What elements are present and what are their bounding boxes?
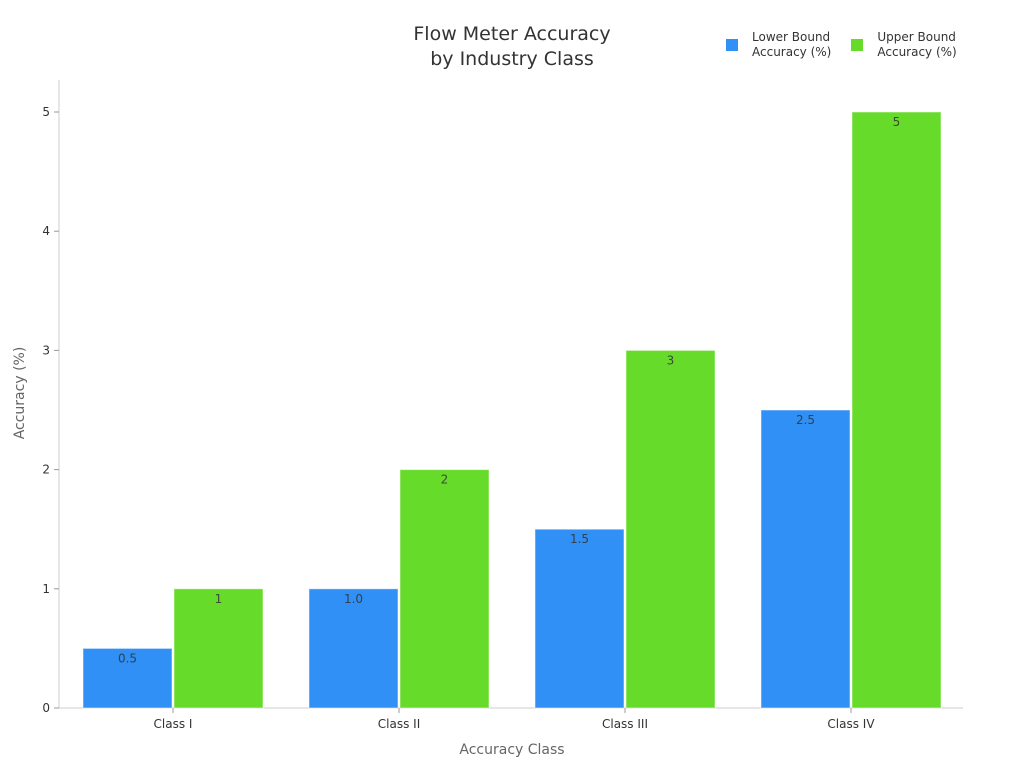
bar[interactable] xyxy=(534,528,625,709)
bar-value-label: 5 xyxy=(893,115,901,129)
bar-value-label: 2.5 xyxy=(796,413,815,427)
x-tick-label: Class III xyxy=(602,717,648,731)
y-tick-label: 0 xyxy=(42,701,50,715)
bar[interactable] xyxy=(308,588,399,709)
legend-swatch-upper xyxy=(851,39,864,51)
x-tick-label: Class I xyxy=(154,717,193,731)
bar[interactable] xyxy=(851,111,942,709)
chart-title: Flow Meter Accuracy by Industry Class xyxy=(312,22,712,72)
bar-value-label: 0.5 xyxy=(118,651,137,665)
legend-item-lower[interactable]: Lower Bound Accuracy (%) xyxy=(726,30,831,60)
legend: Lower Bound Accuracy (%) Upper Bound Acc… xyxy=(726,30,957,60)
bar-value-label: 1.5 xyxy=(570,532,589,546)
legend-item-upper[interactable]: Upper Bound Accuracy (%) xyxy=(851,30,957,60)
legend-label: Lower Bound Accuracy (%) xyxy=(752,30,832,59)
bar-value-label: 1.0 xyxy=(344,592,363,606)
bar-value-label: 2 xyxy=(441,473,449,487)
bar[interactable] xyxy=(173,588,264,709)
legend-swatch-lower xyxy=(726,39,738,51)
bar[interactable] xyxy=(625,349,716,709)
bar-value-label: 1 xyxy=(215,592,223,606)
bar-value-label: 3 xyxy=(667,353,675,367)
y-tick-label: 3 xyxy=(42,343,50,357)
y-tick-label: 1 xyxy=(42,582,50,596)
bar[interactable] xyxy=(82,647,173,709)
title-line-1: Flow Meter Accuracy xyxy=(413,23,611,45)
x-tick-label: Class II xyxy=(378,717,420,731)
x-axis-label: Accuracy Class xyxy=(459,742,565,758)
y-tick-label: 5 xyxy=(42,105,50,119)
bar[interactable] xyxy=(399,469,490,709)
y-tick-label: 4 xyxy=(42,224,50,238)
bar[interactable] xyxy=(760,409,851,709)
x-tick-label: Class IV xyxy=(827,717,875,731)
y-tick-label: 2 xyxy=(42,463,50,477)
y-axis-label: Accuracy (%) xyxy=(12,346,28,440)
title-line-2: by Industry Class xyxy=(430,48,594,70)
legend-label: Upper Bound Accuracy (%) xyxy=(877,30,957,59)
